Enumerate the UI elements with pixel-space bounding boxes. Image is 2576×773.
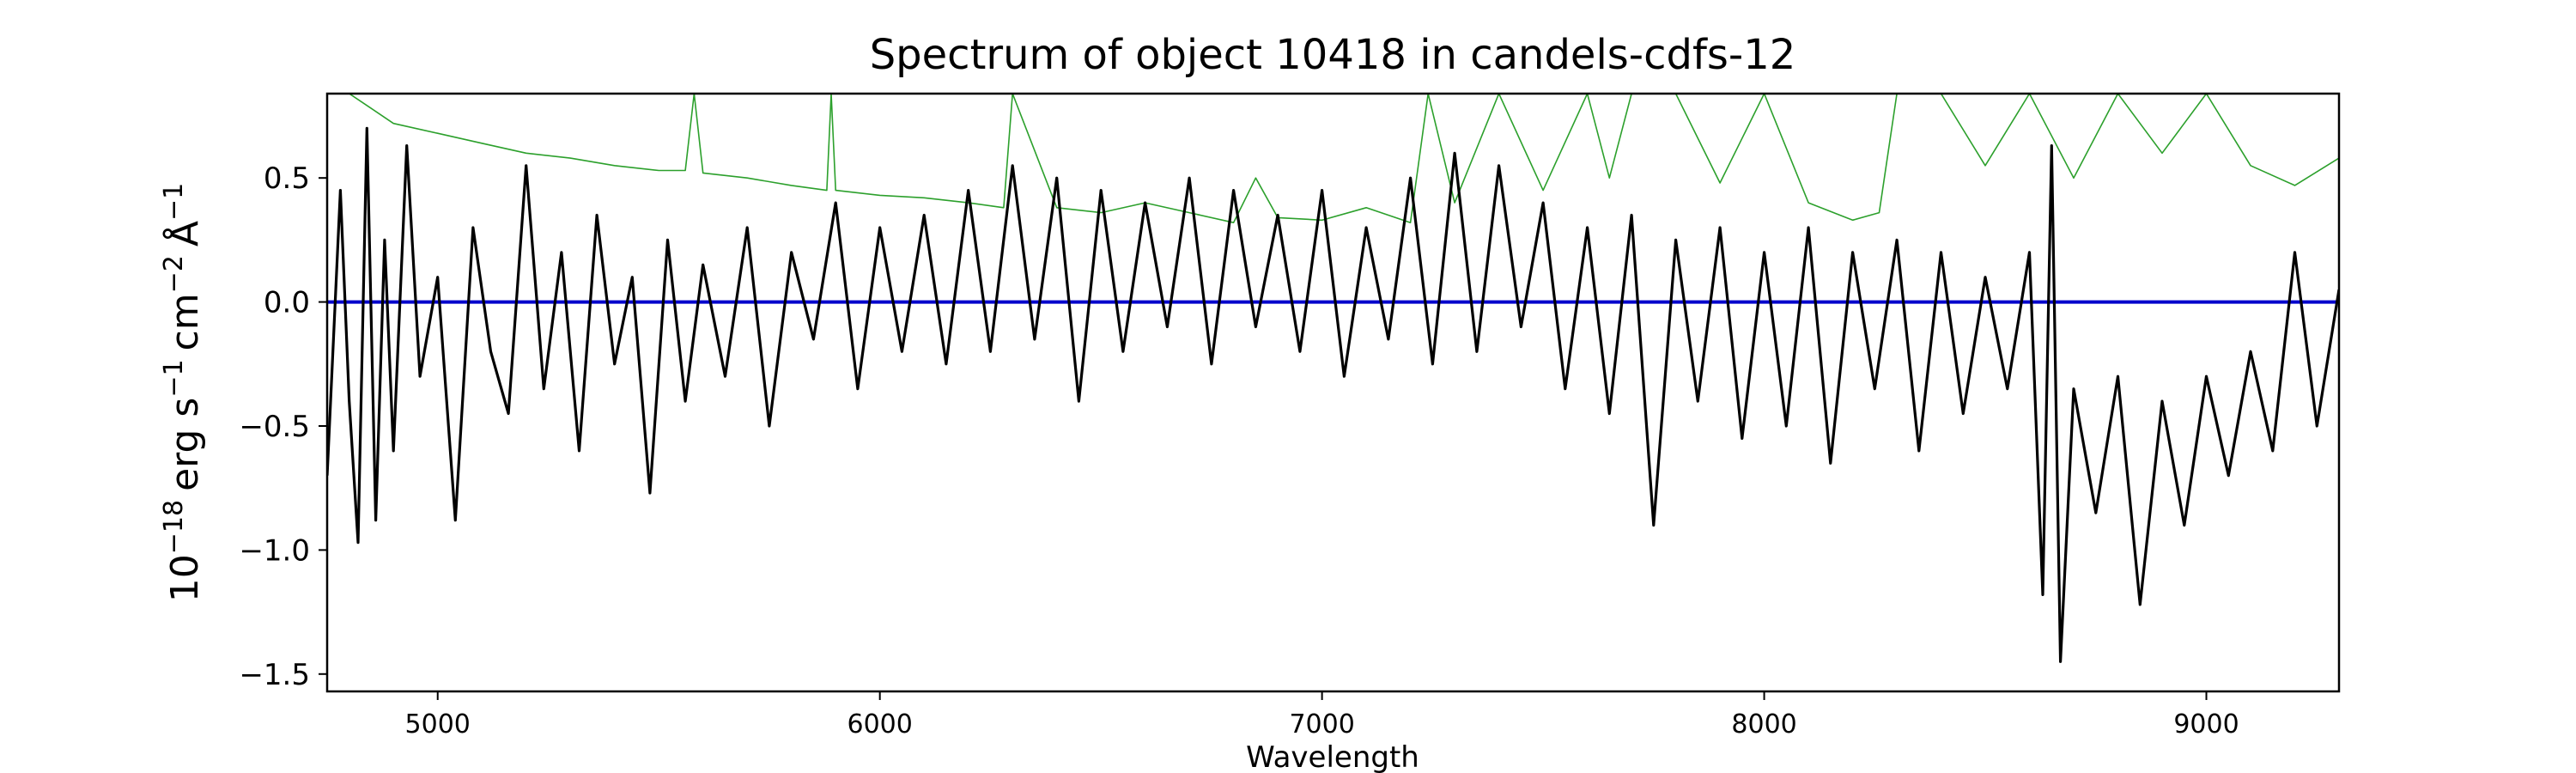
y-tick-label: 0.5 [264, 161, 310, 196]
y-label-exp: −18 [159, 500, 189, 554]
y-label-angstrom: Å [161, 221, 207, 247]
flux-series-line [327, 126, 2339, 663]
y-tick-label: −1.0 [239, 533, 310, 568]
plot-area [327, 94, 2339, 663]
plot-frame [325, 92, 2341, 693]
x-tick-label: 6000 [848, 709, 913, 740]
error-series-line [327, 94, 2339, 224]
x-tick-label: 9000 [2173, 709, 2239, 740]
y-label-erg: erg s [163, 398, 207, 491]
y-axis-label: 10−18erg s−1cm−2Å−1 [159, 183, 207, 602]
x-axis: 5000 6000 7000 8000 9000 [405, 691, 2239, 740]
chart-title: Spectrum of object 10418 in candels-cdfs… [870, 31, 1796, 79]
y-label-exp-a: −1 [159, 183, 189, 221]
x-tick-label: 5000 [405, 709, 471, 740]
y-label-cm: cm [163, 293, 207, 350]
x-tick-label: 8000 [1731, 709, 1796, 740]
y-tick-label: 0.0 [264, 286, 310, 320]
y-tick-label: −1.5 [239, 658, 310, 692]
x-axis-label: Wavelength [1246, 740, 1419, 773]
error-layer [327, 94, 2339, 224]
flux-layer [327, 126, 2339, 663]
y-label-exp-cm: −2 [159, 255, 189, 293]
y-label-base: 10 [163, 554, 207, 602]
y-axis: −1.5 −1.0 −0.5 0.0 0.5 [239, 161, 327, 692]
y-label-exp-s: −1 [159, 359, 189, 397]
y-tick-label: −0.5 [239, 410, 310, 444]
x-tick-label: 7000 [1289, 709, 1354, 740]
